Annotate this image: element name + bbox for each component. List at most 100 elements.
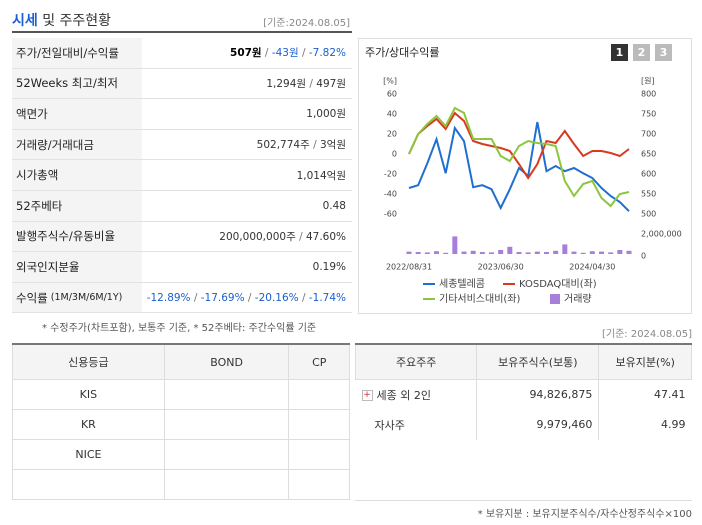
date: [기준:2024.08.05] [263,18,350,29]
label: 거래량/거래대금 [16,137,94,152]
value: -12.89% [146,291,191,304]
cell: NICE [12,439,165,470]
y-tick-label: 40 [387,110,397,119]
cell [163,469,290,500]
row-label: 외국인지분율 [12,252,142,282]
row: KR [12,409,350,440]
value: -1.74% [308,291,346,304]
volume-bar [626,250,632,254]
y-tick-label: 0 [392,150,397,159]
cell [288,439,350,470]
divider [12,31,352,33]
sublabel: (1M/3M/6M/1Y) [50,292,123,304]
row-label: 시가총액 [12,160,142,190]
row-value: 507원 / -43원 / -7.82% [142,45,352,60]
volume-bar [562,244,568,254]
cell: + 세종 외 2인 [356,380,477,410]
cell: 9,979,460 [476,409,599,440]
value: -17.69% [200,291,245,304]
summary-row: 주가/전일대비/수익률 507원 / -43원 / -7.82% [12,38,352,69]
row-value: 200,000,000주 / 47.60% [142,229,352,244]
y-tick-label: 20 [387,130,397,139]
legend-label: 거래량 [564,293,592,305]
value: 9,979,460 [536,418,593,431]
volume-bar [424,252,430,254]
volume-bar [525,252,531,254]
cell [12,469,165,500]
header-row: 주요주주 보유주식수(보통) 보유지분(%) [354,343,692,380]
tab[interactable] [611,44,628,61]
y-unit: [%] [383,77,397,86]
cell: KIS [12,379,165,410]
row-value: 0.48 [142,200,352,212]
cell [288,409,350,440]
summary-table: 주가/전일대비/수익률 507원 / -43원 / -7.82% 52Weeks 최… [12,38,352,314]
y2-tick-label: 800 [641,90,656,99]
y2-unit: [원] [641,77,655,86]
legend-label: KOSDAQ대비(좌) [519,278,597,290]
value: 47.60% [305,230,346,243]
cell [163,439,290,470]
tab[interactable] [655,44,672,61]
value: 497원 [316,77,346,90]
label: 52Weeks 최고/최저 [16,76,118,91]
row-label: 수익률 (1M/3M/6M/1Y) [12,282,142,313]
row: KIS [12,379,350,410]
volume-bar [498,250,504,254]
summary-row: 액면가 1,000원 [12,99,352,130]
separator: / [261,47,272,60]
separator: / [190,291,201,304]
cell [288,469,350,500]
value: 94,826,875 [529,388,593,402]
volume-bar [406,251,412,254]
cell: 4.99 [598,409,692,440]
row-value: -12.89% / -17.69% / -20.16% / -1.74% [142,292,352,304]
volume-bar [507,246,513,254]
value: -7.82% [308,47,346,60]
volume-bar [434,251,439,254]
volume-bar [461,251,467,254]
separator: / [295,230,306,243]
volume-bar [544,252,549,254]
y-tick-label: -20 [384,170,397,179]
tab-label[interactable]: 3 [660,46,668,59]
expand-icon[interactable]: + [361,390,373,402]
x-tick-label: 2022/08/31 [386,263,432,272]
y2-tick-label: 600 [641,170,656,179]
summary-row: 52주베타 0.48 [12,190,352,222]
row-value: 502,774주 / 3억원 [142,137,352,152]
value: 4.99 [661,418,686,431]
holders-table: 주요주주 보유주식수(보통) 보유지분(%) + 세종 외 2인 94,826,875 47… [354,343,692,440]
cell: 47.41 [598,379,692,410]
row [12,469,350,500]
separator: / [298,47,309,60]
row-label: 주가/전일대비/수익률 [12,38,142,68]
row-label: 52Weeks 최고/최저 [12,68,142,99]
value: 200,000,000주 [219,230,296,243]
value: 3억원 [319,139,346,152]
tab-label[interactable]: 2 [638,46,646,59]
value: 1,294원 [266,77,307,90]
line-series [408,111,630,180]
row: NICE [12,439,350,470]
value: 0.19% [312,260,346,273]
value: 자사주 [374,418,405,432]
value: 1,000원 [306,108,346,121]
y-tick-label: 60 [387,90,397,99]
volume-bar [608,252,614,254]
header-cell: 보유주식수(보통) [476,343,600,380]
x-tick-label: 2024/04/30 [569,263,615,272]
tab[interactable] [633,44,650,61]
note: * 수정주가(차트포함), 보통주 기준, * 52주베타: 주간수익률 기준 [42,323,317,334]
tab-label[interactable]: 1 [616,46,624,59]
volume-bar [534,251,540,254]
cell [163,409,290,440]
chart: 주가/상대수익률 1 2 3 [%] [원] -60 -40 -20 0 20 40 60 500 550 6… [365,44,682,305]
row-label: 발행주식수/유동비율 [12,221,142,252]
chart-panel: 주가/상대수익률 1 2 3 [%] [원] -60 -40 -20 0 20 40 60 500 550 6… [358,38,692,314]
volume-bar [479,252,485,254]
value: -20.16% [254,291,299,304]
label: 외국인지분율 [16,259,80,274]
volume-bar [571,251,577,254]
volume-bar [553,250,559,254]
